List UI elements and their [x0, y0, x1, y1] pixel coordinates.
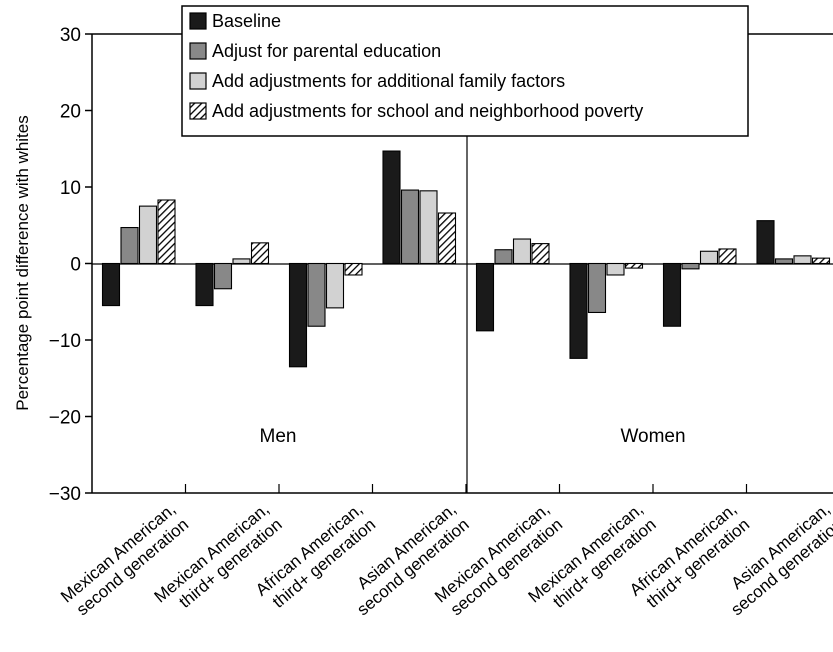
bar-4-6 [624, 262, 644, 269]
bar-2-8 [774, 258, 794, 265]
legend-swatch-3 [189, 72, 207, 90]
legend-swatch-1 [189, 12, 207, 30]
legend-swatch-2 [189, 42, 207, 60]
bar-2-2 [213, 262, 233, 290]
bar-4-3 [344, 262, 363, 276]
bar-4-4 [437, 212, 457, 265]
y-tick-label: −20 [49, 408, 81, 429]
bar-2-1 [120, 226, 139, 265]
panel-label-men: Men [260, 426, 297, 447]
bars [101, 150, 831, 368]
bar-1-4 [382, 150, 401, 265]
bar-4-2 [250, 242, 270, 265]
y-tick-label: 0 [70, 255, 81, 276]
bar-2-7 [681, 262, 700, 270]
y-axis-label: Percentage point difference with whites [13, 115, 32, 410]
bar-3-6 [606, 262, 625, 276]
bar-3-5 [512, 238, 532, 265]
legend-label-2: Adjust for parental education [212, 41, 441, 61]
bar-1-8 [756, 220, 775, 265]
bar-1-2 [195, 262, 214, 307]
bar-1-7 [662, 262, 682, 327]
bar-2-3 [307, 262, 326, 327]
bar-1-3 [288, 262, 308, 368]
bar-1-5 [475, 262, 495, 332]
legend-label-4: Add adjustments for school and neighborh… [212, 101, 643, 121]
bar-3-8 [793, 255, 812, 265]
bar-1-6 [569, 262, 588, 359]
category-label: Mexican American,second generation [57, 500, 192, 622]
bar-3-1 [138, 205, 158, 265]
x-axis-ticks [184, 484, 748, 493]
bar-2-6 [587, 262, 607, 314]
bar-4-1 [157, 199, 176, 265]
legend-label-3: Add adjustments for additional family fa… [212, 71, 565, 91]
y-tick-label: 20 [60, 102, 81, 123]
bar-3-4 [419, 190, 438, 265]
legend-box [181, 5, 749, 137]
bar-3-3 [325, 262, 345, 309]
bar-4-5 [531, 243, 550, 265]
bar-4-7 [718, 248, 737, 265]
bar-2-5 [494, 249, 513, 265]
y-tick-label: 30 [60, 25, 81, 46]
legend-swatch-4 [189, 102, 207, 120]
bar-3-2 [232, 258, 251, 265]
legend-label-1: Baseline [212, 11, 281, 31]
y-tick-label: −30 [49, 484, 81, 505]
bar-2-4 [400, 189, 420, 265]
y-axis-ticks: −30 −20 −10 0 10 20 30 [49, 25, 92, 505]
y-tick-label: 10 [60, 178, 81, 199]
bar-4-8 [811, 257, 831, 265]
bar-1-1 [101, 262, 121, 307]
legend: Baseline Adjust for parental education Add… [181, 5, 749, 137]
panel-label-women: Women [620, 426, 685, 447]
category-labels: Mexican American,second generationMexica… [57, 500, 833, 622]
y-tick-label: −10 [49, 331, 81, 352]
bar-3-7 [699, 250, 719, 265]
